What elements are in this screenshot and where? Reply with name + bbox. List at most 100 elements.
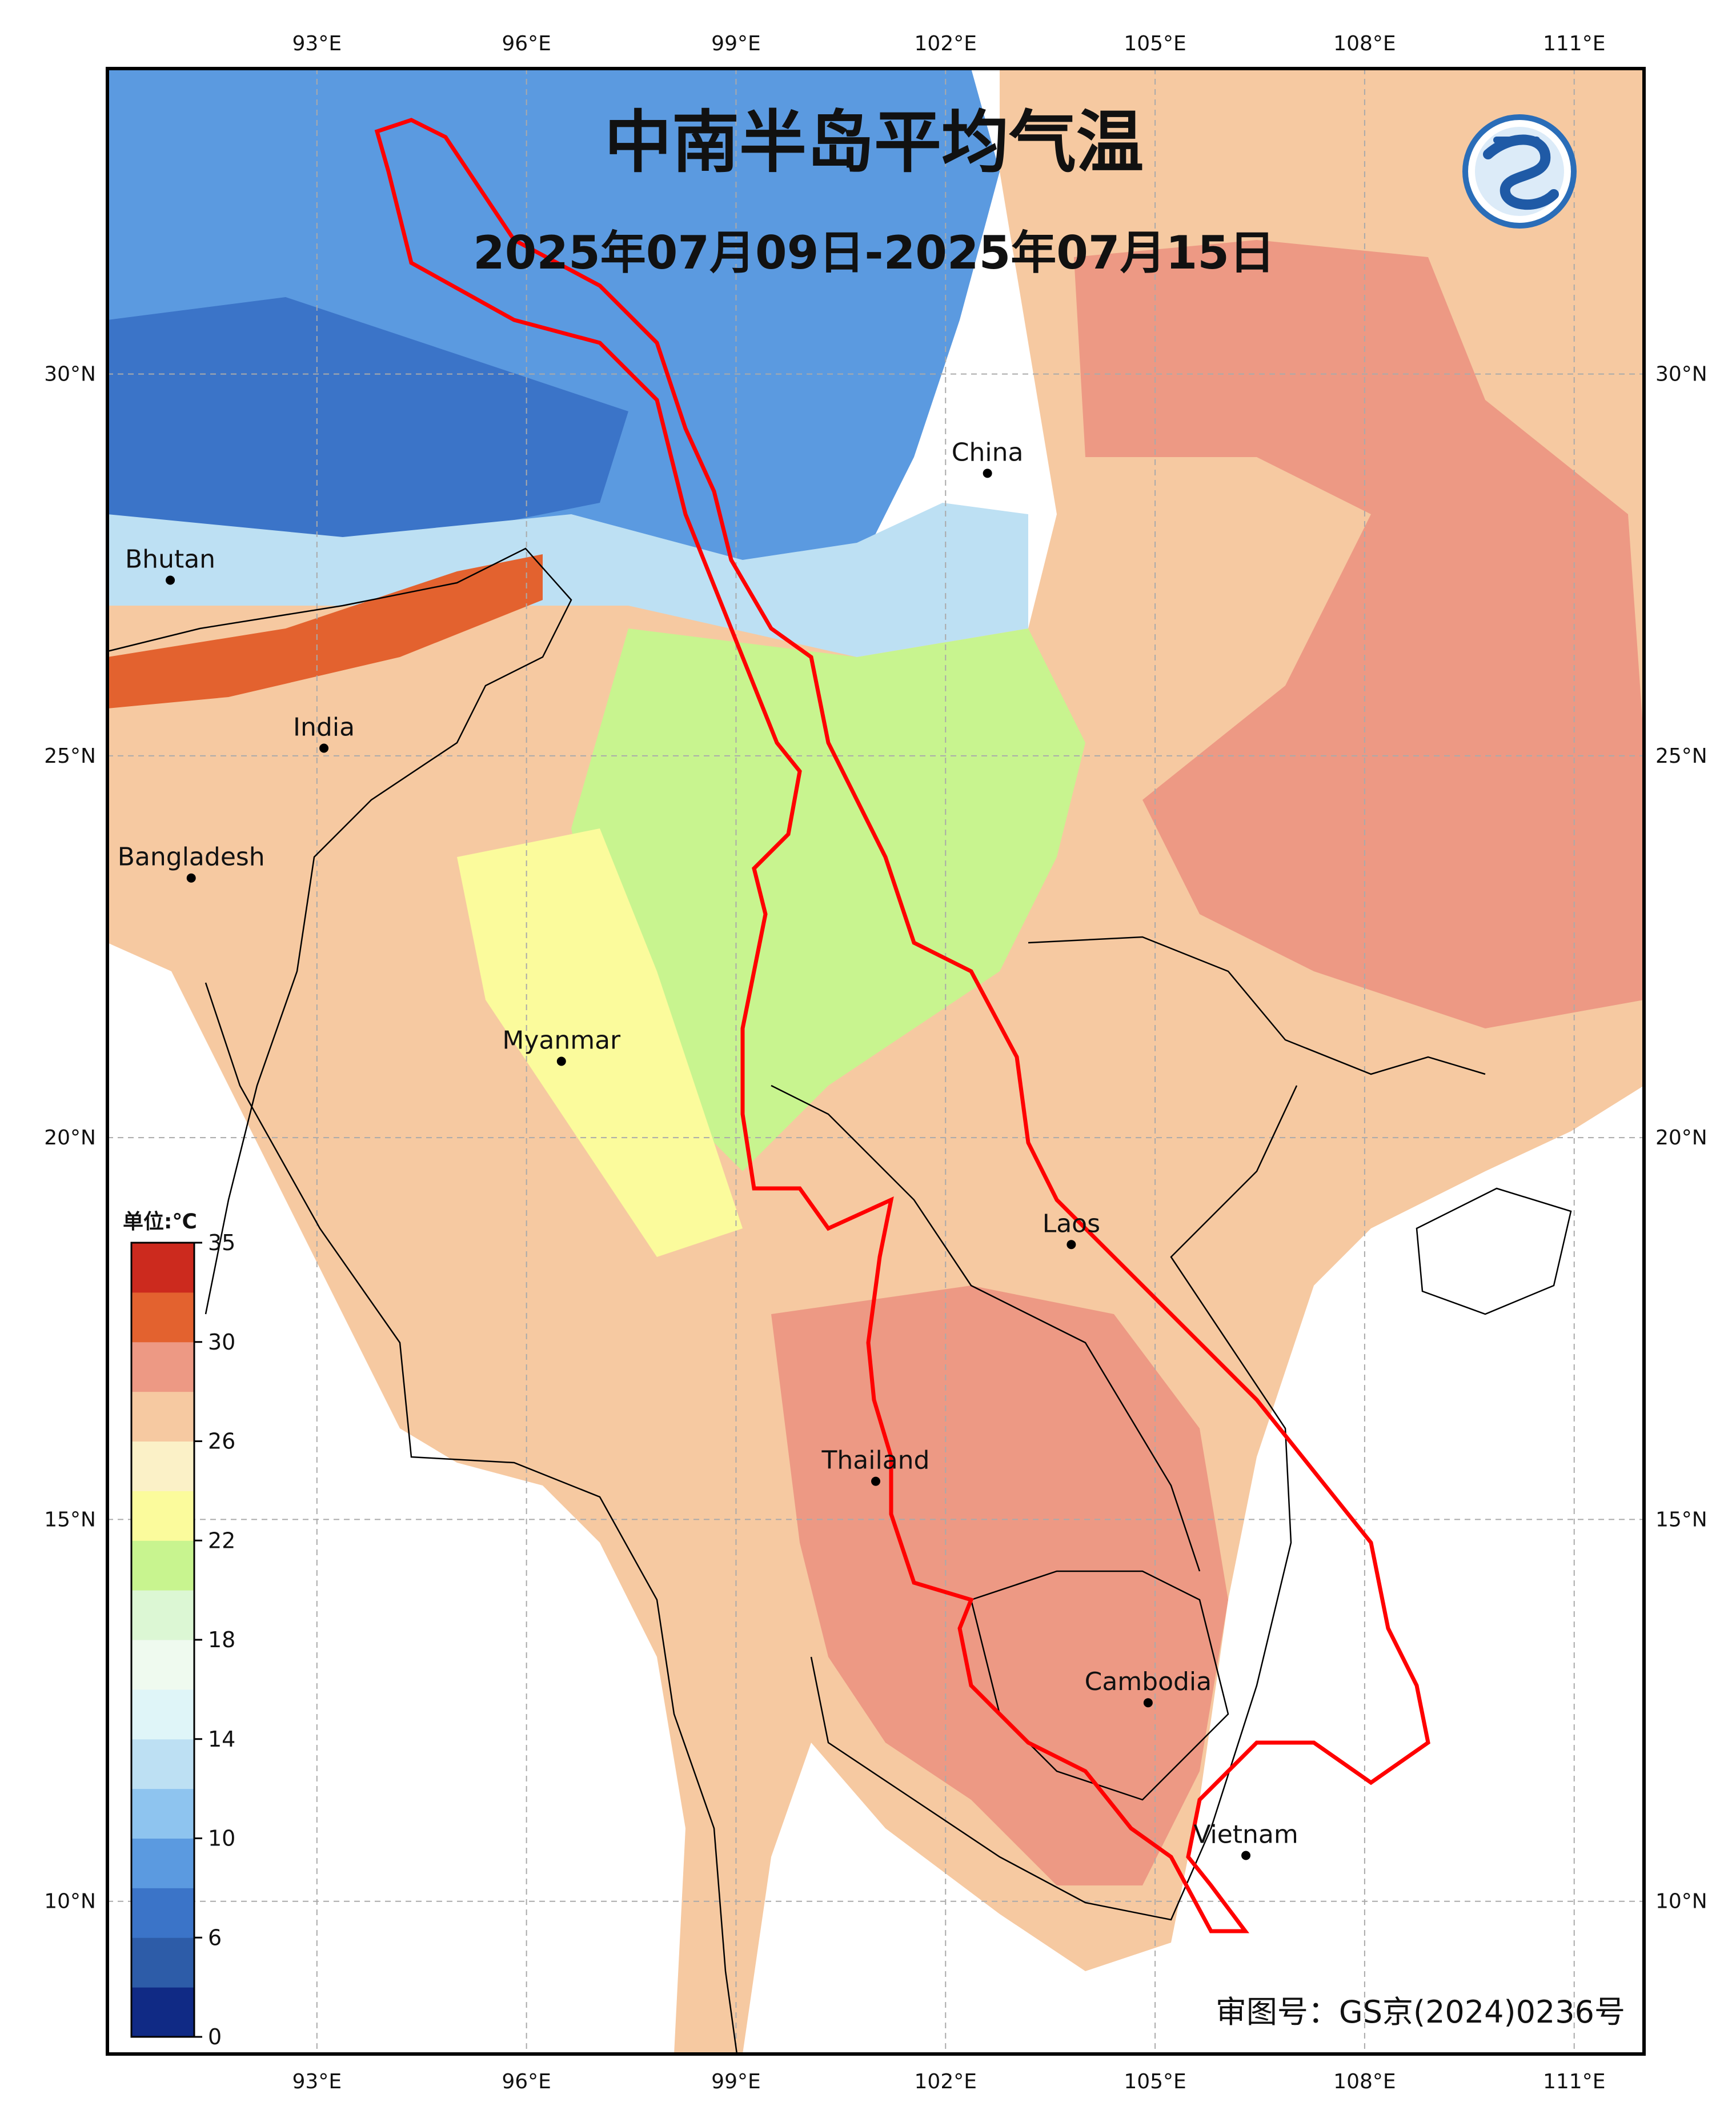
colorbar-cell: [131, 1838, 194, 1888]
lon-tick-label-bottom: 105°E: [1124, 2070, 1186, 2093]
mild-myanmar-region: [457, 828, 743, 1257]
lon-tick-label-top: 96°E: [502, 32, 551, 55]
coastline-gulf: [810, 1085, 1298, 1921]
colorbar-cells: [131, 1243, 194, 2037]
colorbar-cell: [131, 1937, 194, 1988]
approval-number: 审图号：GS京(2024)0236号: [1216, 1994, 1625, 2030]
cma-logo: [1462, 114, 1577, 229]
colorbar-cell: [131, 1640, 194, 1690]
colorbar-tick-label: 22: [208, 1528, 235, 1553]
place-label-bangladesh: Bangladesh: [118, 843, 265, 872]
land-warm-region: [107, 69, 1644, 2054]
hot-himalaya-strip: [107, 554, 543, 708]
lon-tick-label-bottom: 111°E: [1543, 2070, 1605, 2093]
colorbar-tick-label: 30: [208, 1330, 235, 1355]
place-labels: China Bhutan India Bangladesh Myanmar Laos Tha…: [118, 438, 1298, 1860]
laos-thailand-border: [771, 1084, 1201, 1572]
place-dot: [556, 1056, 566, 1066]
graticule: [107, 69, 1644, 2054]
lon-tick-label-top: 102°E: [915, 32, 977, 55]
colorbar-tick-label: 10: [208, 1826, 235, 1851]
myanmar-india-border: [107, 547, 572, 1315]
lon-tick-label-top: 108°E: [1333, 32, 1396, 55]
place-label-myanmar: Myanmar: [502, 1026, 621, 1055]
colorbar-unit: 单位:℃: [123, 1210, 197, 1234]
lon-tick-label-bottom: 93°E: [292, 2070, 342, 2093]
map-frame: [106, 67, 1646, 2056]
mekong-basin-outline: [374, 118, 1430, 1933]
map-panel: China Bhutan India Bangladesh Myanmar Laos Tha…: [106, 67, 1646, 2056]
colorbar-ticks: 0 6 10 14 18 22 26 30 35: [194, 1230, 235, 2049]
place-label-india: India: [293, 713, 355, 742]
place-label-laos: Laos: [1043, 1209, 1100, 1238]
mild-yunnan-region: [571, 628, 1085, 1171]
place-dot: [983, 469, 992, 478]
colorbar-tick-label: 18: [208, 1627, 235, 1652]
lon-tick-label-bottom: 96°E: [502, 2070, 551, 2093]
colorbar-cell: [131, 1243, 194, 1293]
place-dot: [1241, 1851, 1251, 1860]
place-label-bhutan: Bhutan: [125, 544, 215, 574]
colorbar-cell: [131, 1590, 194, 1640]
place-label-china: China: [952, 438, 1024, 467]
lon-tick-label-bottom: 99°E: [711, 2070, 761, 2093]
lat-tick-label-left: 15°N: [44, 1508, 96, 1531]
colorbar-cell: [131, 1491, 194, 1541]
temperature-field: [107, 69, 1644, 2054]
colorbar-tick-label: 0: [208, 2024, 222, 2049]
lon-tick-label-top: 105°E: [1124, 32, 1186, 55]
map-title: 中南半岛平均气温: [604, 103, 1144, 182]
place-dot: [166, 575, 175, 585]
colorbar-tick-label: 6: [208, 1925, 222, 1950]
cold-core-region: [107, 297, 628, 560]
lon-tick-label-bottom: 102°E: [915, 2070, 977, 2093]
lon-tick-label-top: 99°E: [711, 32, 761, 55]
place-label-cambodia: Cambodia: [1085, 1667, 1212, 1696]
place-dot: [1143, 1698, 1153, 1708]
lat-tick-label-right: 10°N: [1655, 1890, 1707, 1913]
colorbar-cell: [131, 1540, 194, 1591]
place-dot: [871, 1476, 880, 1486]
latitude-labels-left: 30°N 25°N 20°N 15°N 10°N: [44, 363, 96, 1913]
hot-south-china: [1074, 240, 1644, 1028]
longitude-labels-top: 93°E 96°E 99°E 102°E 105°E 108°E 111°E: [292, 32, 1606, 55]
colorbar: 单位:℃ 0 6 10 14 18 22 26 30 35: [123, 1210, 235, 2049]
lat-tick-label-right: 25°N: [1655, 744, 1707, 768]
lat-tick-label-left: 30°N: [44, 363, 96, 386]
colorbar-tick-label: 26: [208, 1429, 235, 1454]
place-label-vietnam: Vietnam: [1193, 1820, 1298, 1849]
lat-tick-label-right: 15°N: [1655, 1508, 1707, 1531]
lon-tick-label-top: 93°E: [292, 32, 342, 55]
colorbar-cell: [131, 1987, 194, 2037]
lat-tick-label-left: 10°N: [44, 1890, 96, 1913]
place-dot: [1067, 1240, 1076, 1250]
china-south-border: [1028, 936, 1486, 1075]
colorbar-tick-label: 14: [208, 1727, 235, 1752]
colorbar-cell: [131, 1292, 194, 1343]
colorbar-cell: [131, 1689, 194, 1740]
country-borders: [107, 547, 1572, 2055]
colorbar-cell: [131, 1739, 194, 1789]
colorbar-tick-label: 35: [208, 1230, 235, 1255]
latitude-labels-right: 30°N 25°N 20°N 15°N 10°N: [1655, 363, 1707, 1913]
longitude-labels-bottom: 93°E 96°E 99°E 102°E 105°E 108°E 111°E: [292, 2070, 1606, 2093]
lon-tick-label-top: 111°E: [1543, 32, 1605, 55]
colorbar-cell: [131, 1788, 194, 1839]
lat-tick-label-left: 20°N: [44, 1126, 96, 1150]
cool-transition-region: [107, 503, 1028, 657]
lon-tick-label-bottom: 108°E: [1333, 2070, 1396, 2093]
colorbar-cell: [131, 1888, 194, 1938]
place-dot: [186, 873, 196, 883]
colorbar-cell: [131, 1342, 194, 1392]
map-subtitle: 2025年07月09日-2025年07月15日: [473, 226, 1275, 279]
lat-tick-label-left: 25°N: [44, 744, 96, 768]
coastline-west: [205, 982, 738, 2055]
place-dot: [319, 743, 329, 753]
place-label-thailand: Thailand: [821, 1446, 930, 1475]
colorbar-cell: [131, 1391, 194, 1442]
lat-tick-label-right: 30°N: [1655, 363, 1707, 386]
colorbar-cell: [131, 1441, 194, 1491]
hainan-island: [1416, 1187, 1572, 1315]
lat-tick-label-right: 20°N: [1655, 1126, 1707, 1150]
